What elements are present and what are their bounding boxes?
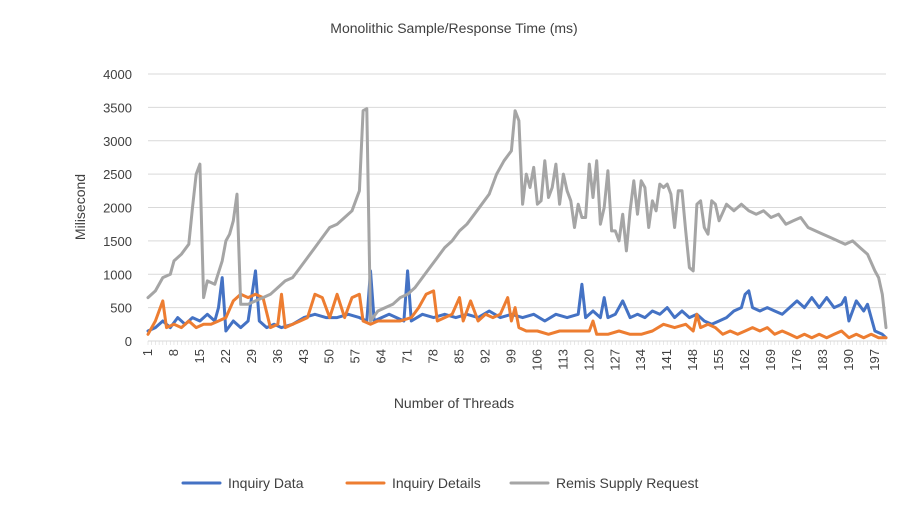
x-tick-label: 1 bbox=[140, 349, 155, 356]
series-line-2 bbox=[146, 107, 888, 330]
x-tick-label: 134 bbox=[633, 349, 648, 371]
x-tick-label: 43 bbox=[296, 349, 311, 363]
y-tick-label: 500 bbox=[110, 301, 132, 316]
gridlines bbox=[148, 73, 886, 309]
series-line-1 bbox=[146, 289, 888, 340]
x-tick-label: 71 bbox=[400, 349, 415, 363]
x-tick-label: 22 bbox=[218, 349, 233, 363]
x-tick-label: 155 bbox=[711, 349, 726, 371]
y-tick-label: 3000 bbox=[103, 134, 132, 149]
x-tick-label: 169 bbox=[763, 349, 778, 371]
x-tick-label: 29 bbox=[244, 349, 259, 363]
x-tick-label: 57 bbox=[348, 349, 363, 363]
legend-label: Inquiry Data bbox=[228, 475, 304, 491]
x-tick-label: 190 bbox=[841, 349, 856, 371]
x-tick-label: 197 bbox=[867, 349, 882, 371]
y-tick-label: 1000 bbox=[103, 267, 132, 282]
x-axis-title: Number of Threads bbox=[394, 395, 514, 411]
y-axis: 0 500 1000 1500 2000 2500 3000 3500 4000 bbox=[103, 67, 132, 349]
x-tick-label: 120 bbox=[581, 349, 596, 371]
y-tick-label: 0 bbox=[125, 334, 132, 349]
x-tick-label: 92 bbox=[477, 349, 492, 363]
x-tick-label: 78 bbox=[426, 349, 441, 363]
x-tick-label: 15 bbox=[192, 349, 207, 363]
x-tick-label: 106 bbox=[529, 349, 544, 371]
x-tick-label: 99 bbox=[503, 349, 518, 363]
x-tick-label: 36 bbox=[270, 349, 285, 363]
x-tick-label: 8 bbox=[166, 349, 181, 356]
x-tick-label: 148 bbox=[685, 349, 700, 371]
x-tick-label: 113 bbox=[555, 349, 570, 370]
legend: Inquiry Data Inquiry Details Remis Supply … bbox=[181, 475, 699, 491]
legend-label: Inquiry Details bbox=[392, 475, 481, 491]
y-tick-label: 2000 bbox=[103, 201, 132, 216]
x-tick-label: 127 bbox=[607, 349, 622, 371]
x-tick-label: 85 bbox=[452, 349, 467, 363]
plot-series bbox=[146, 107, 888, 340]
x-tick-label: 176 bbox=[789, 349, 804, 371]
y-tick-label: 2500 bbox=[103, 167, 132, 182]
x-tick-label: 50 bbox=[322, 349, 337, 363]
y-tick-label: 3500 bbox=[103, 100, 132, 115]
x-tick-label: 64 bbox=[374, 349, 389, 363]
x-axis: 1 8 15 22 29 36 43 50 57 64 71 78 85 92 99 106 113 120 127… bbox=[140, 340, 887, 371]
chart-title: Monolithic Sample/Response Time (ms) bbox=[330, 20, 577, 36]
y-tick-label: 1500 bbox=[103, 234, 132, 249]
y-axis-title: Milisecond bbox=[72, 174, 88, 240]
x-tick-label: 183 bbox=[815, 349, 830, 371]
series-line-0 bbox=[146, 269, 888, 340]
x-tick-label: 162 bbox=[737, 349, 752, 371]
x-tick-label: 141 bbox=[659, 349, 674, 371]
legend-label: Remis Supply Request bbox=[556, 475, 699, 491]
y-tick-label: 4000 bbox=[103, 67, 132, 82]
